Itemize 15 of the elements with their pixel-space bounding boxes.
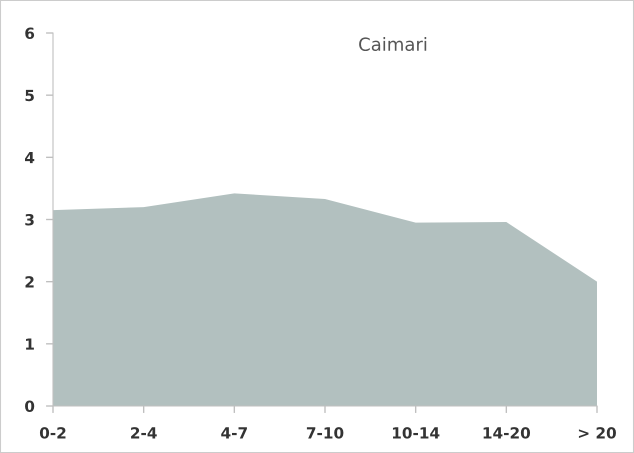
chart-title: Caimari <box>359 37 426 52</box>
x-tick-label: 2-4 <box>131 427 157 438</box>
x-tick-label: 4-7 <box>221 427 247 438</box>
y-tick-label: 5 <box>25 90 34 102</box>
x-tick-label: > 20 <box>578 427 616 439</box>
y-tick-label: 6 <box>25 27 34 40</box>
y-tick-label: 2 <box>26 276 34 288</box>
x-tick-label: 14-20 <box>484 427 530 439</box>
y-tick-label: 4 <box>25 152 34 164</box>
y-tick-label: 0 <box>25 400 34 412</box>
y-tick-label: 3 <box>25 214 34 226</box>
y-tick-label: 1 <box>26 338 34 350</box>
x-tick-label: 7-10 <box>306 427 344 439</box>
x-tick-label: 10-14 <box>392 427 440 439</box>
x-tick-label: 0-2 <box>40 427 66 439</box>
